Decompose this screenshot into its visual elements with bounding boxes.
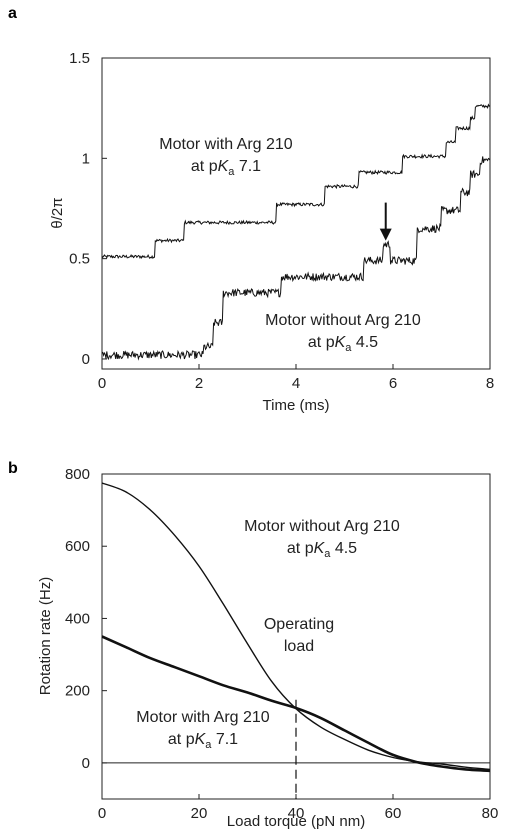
a-x-tick-label: 6	[389, 375, 397, 392]
b-x-tick-label: 60	[385, 805, 402, 822]
a-y-tick-label: 0	[82, 351, 90, 368]
panel-b-x-ticks: 0 20 40 60 80	[98, 794, 499, 822]
b-x-tick-label: 80	[482, 805, 499, 822]
arrow-head-icon	[379, 228, 392, 241]
panel-a: a 0 2 4 6 8 0 0.5 1 1.5 Time (ms) θ/2π Motor wi…	[8, 5, 494, 414]
panel-a-y-axis-label: θ/2π	[49, 197, 66, 228]
panel-a-series	[101, 103, 491, 361]
b-y-tick-label: 800	[65, 466, 90, 483]
panel-a-x-ticks: 0 2 4 6 8	[98, 364, 494, 392]
a-x-tick-label: 8	[486, 375, 494, 392]
a-y-tick-label: 1.5	[69, 50, 90, 67]
panel-b-y-axis-label: Rotation rate (Hz)	[37, 577, 54, 695]
panel-b-annotation-with-arg-line2: at pKa 7.1	[168, 731, 238, 751]
a-x-tick-label: 2	[195, 375, 203, 392]
panel-a-annotation-with-arg-line2: at pKa 7.1	[191, 158, 261, 178]
a-trace-1	[101, 156, 491, 361]
operating-load-label-line2: load	[284, 638, 314, 655]
a-x-tick-label: 4	[292, 375, 300, 392]
panel-a-arrow	[379, 202, 392, 241]
b-x-tick-label: 20	[191, 805, 208, 822]
panel-b-annotation-without-arg-line2: at pKa 4.5	[287, 540, 357, 560]
panel-b: b 0 20 40 60 80 0 200 400 600 800 Load torque (p…	[8, 460, 498, 829]
b-y-tick-label: 200	[65, 683, 90, 700]
panel-b-series	[101, 482, 491, 773]
b-y-tick-label: 600	[65, 538, 90, 555]
operating-load-label-line1: Operating	[264, 616, 334, 633]
panel-b-x-axis-label: Load torque (pN nm)	[227, 813, 365, 829]
a-y-tick-label: 0.5	[69, 251, 90, 268]
b-x-tick-label: 40	[288, 805, 305, 822]
a-y-tick-label: 1	[82, 150, 90, 167]
panel-a-letter: a	[8, 5, 17, 22]
a-trace-0	[101, 103, 491, 260]
b-x-tick-label: 0	[98, 805, 106, 822]
a-x-tick-label: 0	[98, 375, 106, 392]
panel-a-y-ticks: 0 0.5 1 1.5	[69, 50, 107, 368]
panel-b-annotation-with-arg-line1: Motor with Arg 210	[136, 709, 270, 726]
b-y-tick-label: 0	[82, 755, 90, 772]
panel-a-annotation-without-arg-line1: Motor without Arg 210	[265, 312, 421, 329]
b-curve-thick	[101, 635, 491, 773]
panel-a-annotation-without-arg-line2: at pKa 4.5	[308, 334, 378, 354]
panel-a-x-axis-label: Time (ms)	[263, 397, 330, 414]
panel-b-annotation-without-arg-line1: Motor without Arg 210	[244, 518, 400, 535]
panel-a-annotation-with-arg-line1: Motor with Arg 210	[159, 136, 293, 153]
panel-b-y-ticks: 0 200 400 600 800	[65, 466, 107, 772]
panel-b-letter: b	[8, 460, 18, 477]
b-y-tick-label: 400	[65, 610, 90, 627]
